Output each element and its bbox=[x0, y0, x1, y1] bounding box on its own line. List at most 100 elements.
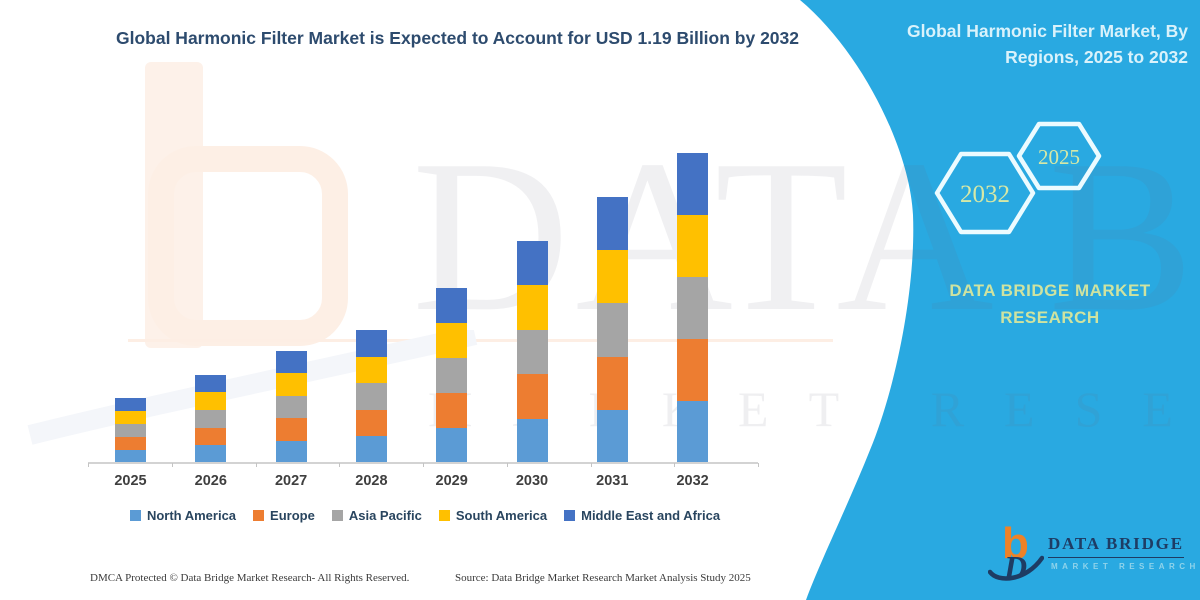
bar-segment-south-america bbox=[516, 285, 548, 330]
company-logo: b D DATA BRIDGE MARKET RESEARCH bbox=[988, 522, 1198, 588]
bar-segment-north-america bbox=[516, 418, 548, 463]
legend-label-north-america: North America bbox=[146, 508, 237, 523]
logo-swoosh bbox=[988, 555, 1044, 581]
x-axis-label-2027: 2027 bbox=[274, 473, 308, 489]
bar-segment-asia-pacific bbox=[516, 329, 548, 375]
bar-segment-south-america bbox=[596, 250, 628, 304]
legend-item-north-america: North America bbox=[129, 508, 237, 523]
x-axis-labels: 2025 2026 2027 2028 2029 2030 2031 2032 bbox=[88, 473, 760, 493]
hexagon-2032-label: 2032 bbox=[960, 181, 1010, 208]
side-panel-brand-line1: DATA BRIDGE MARKET bbox=[949, 281, 1151, 300]
axis-tick bbox=[255, 463, 257, 467]
bar-segment-europe bbox=[275, 418, 307, 441]
legend-label-south-america: South America bbox=[455, 508, 548, 523]
bar-segment-middle-east-and-africa bbox=[275, 351, 307, 374]
bar-2027 bbox=[275, 351, 307, 463]
bar-2031 bbox=[596, 197, 628, 463]
axis-tick bbox=[674, 463, 676, 467]
bar-segment-north-america bbox=[436, 428, 468, 463]
bar-segment-middle-east-and-africa bbox=[115, 397, 146, 411]
chart-legend: North America Europe Asia Pacific South Ame… bbox=[60, 508, 790, 523]
bar-segment-asia-pacific bbox=[596, 303, 628, 357]
bar-segment-middle-east-and-africa bbox=[355, 330, 387, 357]
bar-2029 bbox=[436, 288, 468, 463]
bar-2030 bbox=[516, 241, 548, 463]
bar-segment-asia-pacific bbox=[195, 409, 227, 428]
hexagon-badges: 2032 2025 bbox=[934, 121, 1102, 235]
bar-segment-asia-pacific bbox=[355, 383, 387, 410]
footer-source: Source: Data Bridge Market Research Mark… bbox=[455, 572, 751, 584]
legend-swatch-south-america bbox=[438, 510, 450, 521]
legend-item-middle-east-and-africa: Middle East and Africa bbox=[564, 508, 720, 523]
chart-title: Global Harmonic Filter Market is Expecte… bbox=[116, 28, 799, 48]
bar-segment-asia-pacific bbox=[275, 395, 307, 419]
legend-label-middle-east-and-africa: Middle East and Africa bbox=[581, 508, 721, 523]
x-axis-label-2032: 2032 bbox=[676, 473, 709, 489]
legend-swatch-europe bbox=[253, 510, 265, 521]
bar-segment-europe bbox=[596, 356, 628, 410]
bar-segment-south-america bbox=[275, 373, 307, 396]
axis-tick bbox=[88, 463, 89, 467]
company-logo-icon: b D bbox=[988, 522, 1044, 584]
axis-tick bbox=[171, 463, 173, 467]
bar-segment-north-america bbox=[115, 449, 146, 463]
x-axis-label-2025: 2025 bbox=[114, 473, 147, 489]
bar-segment-south-america bbox=[195, 392, 227, 410]
bar-segment-middle-east-and-africa bbox=[677, 152, 709, 215]
bar-segment-europe bbox=[516, 374, 548, 419]
bar-segment-europe bbox=[115, 436, 146, 450]
legend-item-south-america: South America bbox=[438, 508, 548, 523]
legend-label-asia-pacific: Asia Pacific bbox=[348, 508, 422, 523]
x-axis-label-2031: 2031 bbox=[596, 473, 629, 489]
bar-2025 bbox=[115, 397, 146, 463]
bar-segment-middle-east-and-africa bbox=[436, 288, 468, 323]
bar-segment-north-america bbox=[677, 400, 709, 463]
hexagon-2025-label: 2025 bbox=[1038, 145, 1080, 169]
bar-segment-north-america bbox=[275, 440, 307, 463]
bar-segment-south-america bbox=[355, 356, 387, 384]
bar-segment-south-america bbox=[677, 214, 709, 277]
axis-tick bbox=[339, 463, 341, 467]
legend-label-europe: Europe bbox=[270, 508, 315, 523]
x-axis-label-2030: 2030 bbox=[515, 473, 549, 489]
bar-2026 bbox=[195, 374, 227, 463]
bar-segment-europe bbox=[677, 338, 709, 401]
bars-layer bbox=[88, 0, 760, 463]
bar-segment-europe bbox=[195, 427, 227, 446]
axis-tick bbox=[758, 463, 759, 467]
bar-segment-south-america bbox=[115, 410, 146, 424]
legend-swatch-middle-east-and-africa bbox=[564, 510, 576, 521]
bar-segment-north-america bbox=[596, 409, 628, 463]
side-panel-brand: DATA BRIDGE MARKET RESEARCH bbox=[900, 277, 1200, 331]
axis-tick bbox=[590, 463, 592, 467]
bar-segment-middle-east-and-africa bbox=[195, 374, 227, 393]
x-axis-line bbox=[88, 462, 758, 464]
logo-monogram-b: b bbox=[1002, 522, 1029, 568]
legend-item-asia-pacific: Asia Pacific bbox=[331, 508, 422, 523]
bar-segment-middle-east-and-africa bbox=[516, 241, 548, 286]
axis-tick bbox=[423, 463, 424, 467]
x-axis-label-2028: 2028 bbox=[355, 473, 388, 489]
company-logo-tagline: MARKET RESEARCH bbox=[1051, 562, 1200, 571]
bar-segment-europe bbox=[355, 409, 387, 437]
bar-2028 bbox=[355, 330, 387, 463]
legend-swatch-asia-pacific bbox=[331, 510, 343, 521]
x-axis-label-2026: 2026 bbox=[194, 473, 227, 489]
hexagon-2032 bbox=[934, 151, 1036, 235]
x-axis-label-2029: 2029 bbox=[435, 473, 468, 489]
footer-copyright: DMCA Protected © Data Bridge Market Rese… bbox=[90, 572, 410, 584]
bar-segment-south-america bbox=[436, 323, 468, 358]
company-logo-name: DATA BRIDGE bbox=[1048, 534, 1184, 558]
hexagon-2025 bbox=[1016, 121, 1102, 191]
legend-swatch-north-america bbox=[129, 510, 141, 521]
side-panel-title: Global Harmonic Filter Market, By Region… bbox=[906, 21, 1188, 68]
bar-segment-asia-pacific bbox=[677, 276, 709, 339]
bar-2032 bbox=[677, 152, 709, 463]
side-panel-brand-line2: RESEARCH bbox=[1000, 308, 1100, 328]
legend-item-europe: Europe bbox=[253, 508, 315, 523]
bar-segment-north-america bbox=[195, 445, 227, 463]
bar-segment-middle-east-and-africa bbox=[596, 197, 628, 251]
axis-tick bbox=[506, 463, 508, 467]
